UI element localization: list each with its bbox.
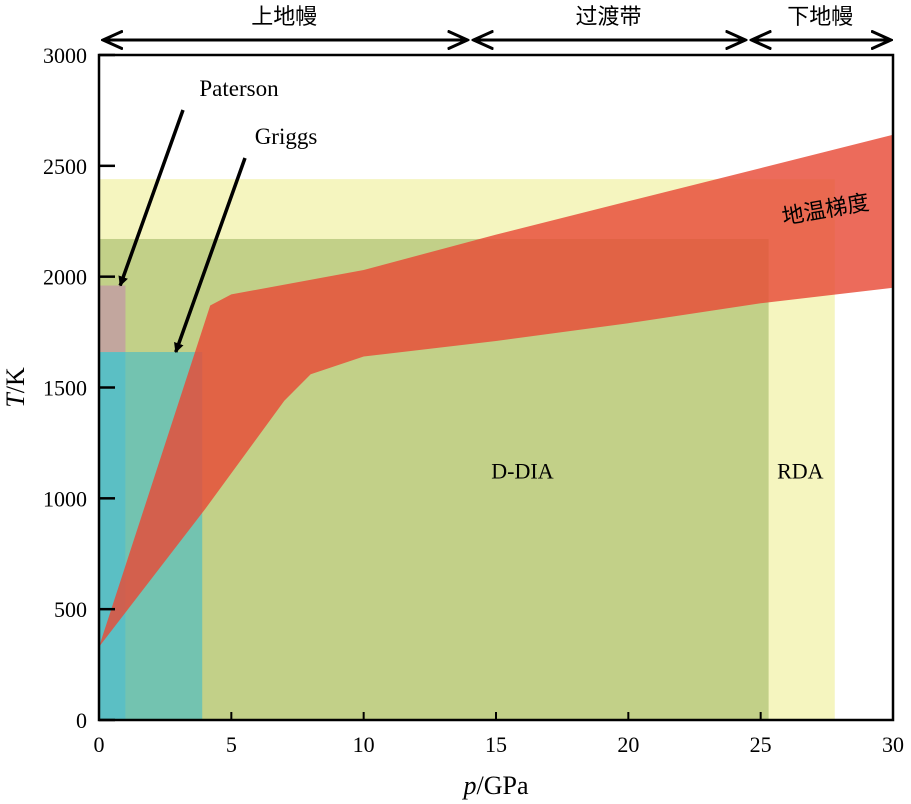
y-tick-label: 2000 xyxy=(43,265,87,290)
label-rda: RDA xyxy=(777,458,824,483)
annotation-arrow xyxy=(118,109,185,287)
y-tick-label: 1000 xyxy=(43,486,87,511)
axes: 0 5 10 15 20 25 30 0 500 1000 1500 2000 2500 3000 xyxy=(43,43,904,757)
x-tick-label: 15 xyxy=(485,732,507,757)
y-tick-label: 3000 xyxy=(43,43,87,68)
zone-label: 过渡带 xyxy=(575,5,641,30)
region-cyan-strip xyxy=(99,352,126,720)
annotations: Paterson Griggs xyxy=(118,76,318,353)
y-tick-label: 500 xyxy=(54,597,87,622)
y-axis-title: T/K xyxy=(1,367,30,408)
x-tick-label: 20 xyxy=(617,732,639,757)
geotherm-band-layer xyxy=(99,134,893,647)
x-tick-label: 5 xyxy=(226,732,237,757)
annotation-label: Griggs xyxy=(255,124,318,149)
x-tick-label: 0 xyxy=(94,732,105,757)
x-tick-label: 25 xyxy=(750,732,772,757)
annotation-label: Paterson xyxy=(199,76,279,101)
annotation-arrow xyxy=(174,157,247,353)
region-paterson xyxy=(99,285,126,353)
label-d-dia: D-DIA xyxy=(491,458,553,483)
x-tick-label: 10 xyxy=(353,732,375,757)
x-axis-title: p/GPa xyxy=(462,771,529,800)
zone-label: 下地幔 xyxy=(787,5,853,30)
zone-label: 上地幔 xyxy=(251,5,317,30)
x-tick-label: 30 xyxy=(882,732,904,757)
mantle-zones: 上地幔 过渡带 下地幔 xyxy=(103,5,891,40)
geotherm-band xyxy=(99,134,893,647)
y-tick-label: 1500 xyxy=(43,376,87,401)
y-tick-label: 0 xyxy=(76,708,87,733)
y-tick-label: 2500 xyxy=(43,154,87,179)
